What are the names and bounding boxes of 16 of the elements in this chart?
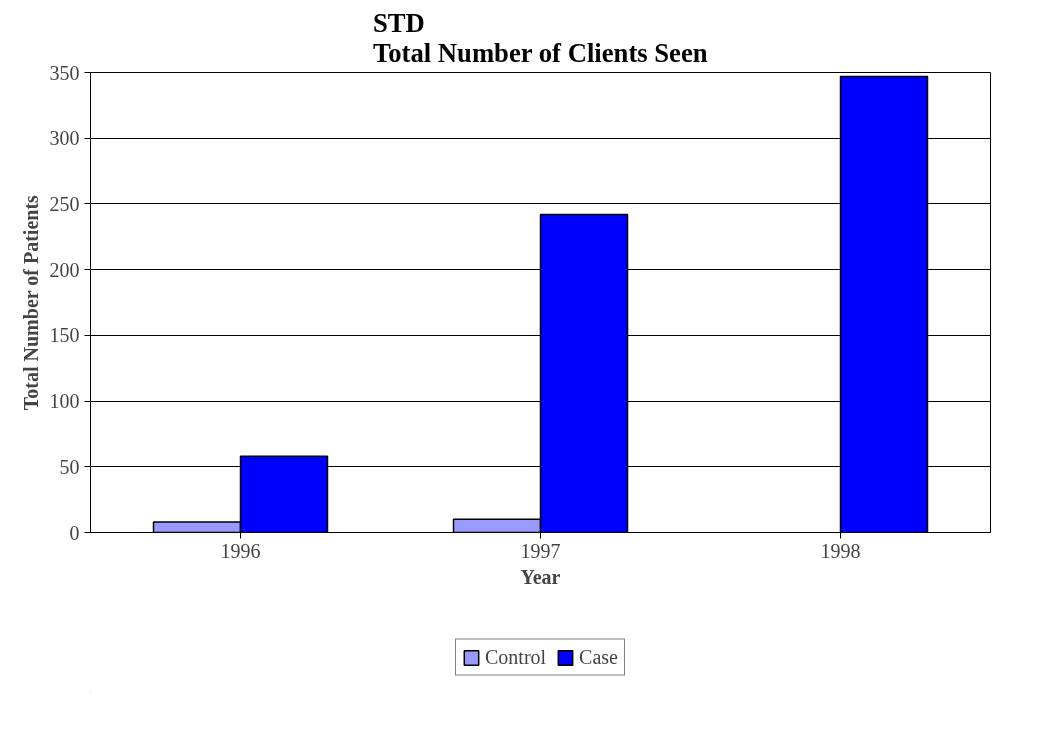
- y-tick-label: 150: [49, 324, 80, 347]
- y-tick-label: 50: [59, 455, 80, 478]
- legend-label: Case: [579, 645, 619, 669]
- x-axis-title: Year: [520, 565, 561, 588]
- x-tick-label: 1996: [220, 539, 261, 562]
- y-tick-label: 350: [49, 61, 80, 84]
- chart-title: STD Total Number of Clients Seen: [372, 7, 708, 68]
- y-tick-label: 300: [49, 127, 80, 150]
- legend-label: Control: [484, 645, 547, 669]
- x-tick-label: 1997: [520, 539, 561, 562]
- x-tick-label: 1998: [820, 539, 861, 562]
- y-tick-label: 200: [49, 258, 80, 281]
- y-axis-title: Total Number of Patients: [19, 194, 42, 411]
- y-tick-label: 0: [69, 521, 80, 544]
- y-tick-label: 250: [49, 192, 80, 215]
- y-tick-label: 100: [49, 390, 80, 413]
